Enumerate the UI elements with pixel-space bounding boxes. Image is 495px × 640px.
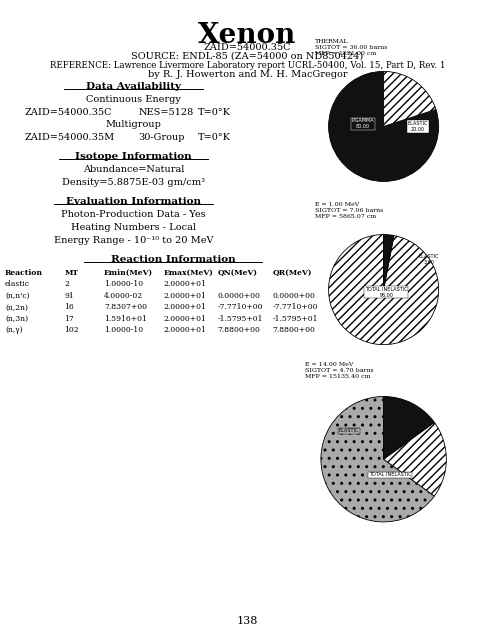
Text: E = 1.00 MeV
SIGTOT = 7.06 barns
MFP = 5865.07 cm: E = 1.00 MeV SIGTOT = 7.06 barns MFP = 5… [315, 202, 383, 219]
Text: Multigroup: Multigroup [106, 120, 161, 129]
Text: ZAID=54000.35C: ZAID=54000.35C [25, 108, 112, 116]
Text: 138: 138 [237, 616, 258, 626]
Text: ELASTIC
20.00: ELASTIC 20.00 [407, 121, 428, 132]
Text: T=0°K: T=0°K [198, 108, 231, 116]
Text: Isotope Information: Isotope Information [75, 152, 192, 161]
Text: 102: 102 [64, 326, 79, 335]
Text: MT: MT [64, 269, 79, 277]
Text: Density=5.8875E-03 gm/cm³: Density=5.8875E-03 gm/cm³ [62, 178, 205, 187]
Text: SOURCE: ENDL-85 (ZA=54000 on ND850424): SOURCE: ENDL-85 (ZA=54000 on ND850424) [131, 52, 364, 61]
Text: QN(MeV): QN(MeV) [218, 269, 258, 277]
Text: 2.0000+01: 2.0000+01 [163, 326, 206, 335]
Text: Photon-Production Data - Yes: Photon-Production Data - Yes [61, 210, 206, 219]
Text: (n,γ): (n,γ) [5, 326, 23, 335]
Text: (n,n'c): (n,n'c) [5, 292, 29, 300]
Text: Reaction Information: Reaction Information [111, 255, 236, 264]
Text: ZAID=54000.35M: ZAID=54000.35M [25, 133, 115, 142]
Text: Heating Numbers - Local: Heating Numbers - Local [71, 223, 196, 232]
Text: 30-Group: 30-Group [139, 133, 185, 142]
Text: 2.0000+01: 2.0000+01 [163, 280, 206, 289]
Wedge shape [384, 396, 435, 460]
Text: Emin(MeV): Emin(MeV) [104, 269, 153, 277]
Text: 7.8800+00: 7.8800+00 [272, 326, 315, 335]
Text: 1.5916+01: 1.5916+01 [104, 315, 147, 323]
Text: by R. J. Howerton and M. H. MacGregor: by R. J. Howerton and M. H. MacGregor [148, 70, 347, 79]
Text: 2.0000+01: 2.0000+01 [163, 292, 206, 300]
Wedge shape [329, 72, 439, 182]
Text: Continuous Energy: Continuous Energy [86, 95, 181, 104]
Text: 16: 16 [64, 303, 74, 312]
Text: -7.7710+00: -7.7710+00 [218, 303, 263, 312]
Text: -1.5795+01: -1.5795+01 [218, 315, 263, 323]
Text: (n,3n): (n,3n) [5, 315, 28, 323]
Wedge shape [329, 234, 439, 344]
Text: -7.7710+00: -7.7710+00 [272, 303, 318, 312]
Text: REFERENCE: Lawrence Livermore Laboratory report UCRL-50400, Vol. 15, Part D, Rev: REFERENCE: Lawrence Livermore Laboratory… [50, 61, 445, 70]
Text: 1.0000-10: 1.0000-10 [104, 326, 143, 335]
Text: elastic: elastic [5, 280, 30, 289]
Text: (n,2n): (n,2n) [5, 303, 28, 312]
Text: ELASTIC: ELASTIC [339, 428, 359, 433]
Text: QR(MeV): QR(MeV) [272, 269, 312, 277]
Text: P.GAMMA
80.00: P.GAMMA 80.00 [351, 118, 374, 129]
Text: 0.0000+00: 0.0000+00 [218, 292, 261, 300]
Text: ELASTIC
3.00: ELASTIC 3.00 [419, 254, 439, 265]
Text: E = 14.00 MeV
SIGTOT = 4.70 barns
MFP = 15135.40 cm: E = 14.00 MeV SIGTOT = 4.70 barns MFP = … [305, 362, 374, 379]
Text: Energy Range - 10⁻¹⁰ to 20 MeV: Energy Range - 10⁻¹⁰ to 20 MeV [54, 236, 213, 244]
Wedge shape [384, 72, 436, 127]
Text: Abundance=Natural: Abundance=Natural [83, 165, 184, 174]
Text: Xenon: Xenon [198, 22, 297, 49]
Text: TOTAL INELASTIC: TOTAL INELASTIC [369, 472, 411, 477]
Text: 91: 91 [64, 292, 74, 300]
Text: THERMAL
SIGTOT = 36.00 barns
MFP = 1221.00 cm: THERMAL SIGTOT = 36.00 barns MFP = 1221.… [315, 39, 387, 56]
Text: 2.0000+01: 2.0000+01 [163, 303, 206, 312]
Wedge shape [384, 422, 446, 496]
Text: TOTAL INELASTIC
96.00: TOTAL INELASTIC 96.00 [365, 287, 408, 298]
Text: Evaluation Information: Evaluation Information [66, 197, 201, 206]
Text: 7.8800+00: 7.8800+00 [218, 326, 261, 335]
Text: NES=5128: NES=5128 [139, 108, 194, 116]
Text: T=0°K: T=0°K [198, 133, 231, 142]
Text: -1.5795+01: -1.5795+01 [272, 315, 318, 323]
Text: 2.0000+01: 2.0000+01 [163, 315, 206, 323]
Text: 2: 2 [64, 280, 69, 289]
Text: Data Availability: Data Availability [86, 82, 181, 91]
Text: 4.0000-02: 4.0000-02 [104, 292, 143, 300]
Text: 1.0000-10: 1.0000-10 [104, 280, 143, 289]
Text: ZAID=54000.35C: ZAID=54000.35C [204, 43, 291, 52]
Text: Reaction: Reaction [5, 269, 43, 277]
Wedge shape [321, 396, 435, 522]
Text: 17: 17 [64, 315, 74, 323]
Wedge shape [384, 234, 394, 289]
Text: Emax(MeV): Emax(MeV) [163, 269, 213, 277]
Text: 0.0000+00: 0.0000+00 [272, 292, 315, 300]
Text: 7.8307+00: 7.8307+00 [104, 303, 147, 312]
